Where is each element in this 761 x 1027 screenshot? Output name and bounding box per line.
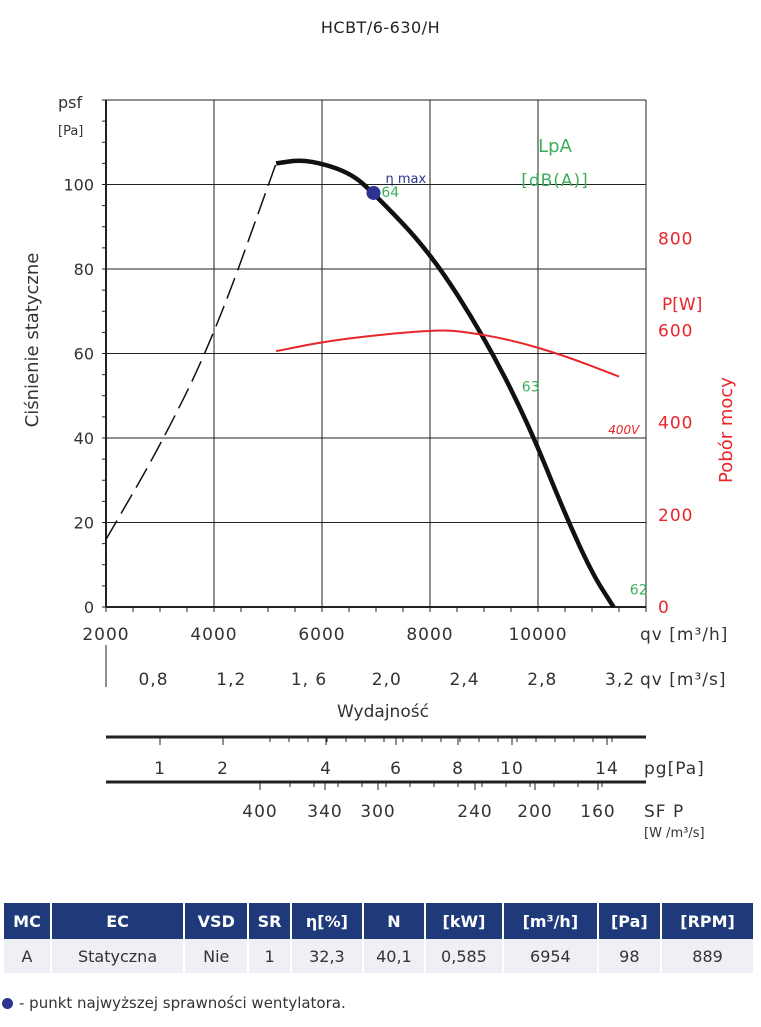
sfp-tick-label: 300: [360, 802, 395, 822]
table-header-3: SR: [248, 903, 292, 939]
pg-tick-label: 6: [390, 759, 402, 779]
pg-tick-label: 14: [595, 759, 619, 779]
x2-tick-label: 2,0: [372, 670, 402, 690]
table-cell-5: 40,1: [363, 939, 426, 973]
table-header-0: MC: [4, 903, 53, 939]
x-tick-label: 10000: [508, 625, 567, 645]
table-cell-8: 98: [597, 939, 663, 973]
table-cell-3: 1: [248, 939, 292, 973]
y-unit-bracket: [Pa]: [58, 124, 83, 139]
table-cell-4: 32,3: [290, 939, 365, 973]
annotation: 63: [522, 380, 540, 396]
x-tick-label: 6000: [298, 625, 345, 645]
pg-label: pg[Pa]: [644, 759, 705, 779]
y2-axis-title: Pobór mocy: [716, 377, 737, 483]
y-axis-title: Ciśnienie statyczne: [22, 253, 43, 428]
x2-tick-label: 3,2: [605, 670, 635, 690]
table-cell-1: Statyczna: [51, 939, 186, 973]
table-cell-7: 6954: [503, 939, 599, 973]
table-header-5: N: [363, 903, 426, 939]
y2-tick-label: 800: [658, 229, 693, 249]
x2-tick-label: 2,8: [527, 670, 557, 690]
max-efficiency-dot-icon: [2, 998, 13, 1009]
legend-note: - punkt najwyższej sprawności wentylator…: [2, 994, 346, 1012]
table-header-4: η[%]: [290, 903, 365, 939]
x-tick-label: 4000: [190, 625, 237, 645]
sfp-unit: [W /m³/s]: [644, 826, 705, 841]
table-body: A Statyczna Nie 1 32,3 40,1 0,585 6954 98 889: [4, 939, 755, 973]
table-cell-9: 889: [661, 939, 755, 973]
table-header-9: [RPM]: [661, 903, 755, 939]
y2-tick-label: 0: [658, 598, 670, 618]
note-text: - punkt najwyższej sprawności wentylator…: [19, 994, 346, 1012]
sfp-tick-label: 200: [517, 802, 552, 822]
table-header-2: VSD: [184, 903, 250, 939]
pg-tick-label: 10: [500, 759, 524, 779]
x2-tick-label: 1, 6: [291, 670, 327, 690]
series-pressure-unstable: [105, 163, 277, 540]
x2-tick-label: 2,4: [450, 670, 480, 690]
sfp-tick-label: 340: [307, 802, 342, 822]
x-axis-title: Wydajność: [337, 702, 429, 722]
y-unit-label: psf: [58, 93, 82, 112]
pg-tick-label: 2: [217, 759, 229, 779]
table-header-6: [kW]: [424, 903, 505, 939]
performance-table: MC EC VSD SR η[%] N [kW] [m³/h] [Pa] [RPM] A Staty…: [4, 903, 755, 973]
y-tick-label: 0: [84, 598, 94, 617]
table-cell-6: 0,585: [424, 939, 505, 973]
table-header-8: [Pa]: [597, 903, 663, 939]
fan-chart: 0 20 40 60 80 100 0 200 400 600 800 2000 4000 6000 800…: [22, 93, 737, 841]
y-tick-label: 60: [74, 345, 94, 364]
x2-unit-label: qv [m³/s]: [640, 670, 726, 690]
pg-tick-label: 8: [452, 759, 464, 779]
table-header-1: EC: [51, 903, 186, 939]
table-row: A Statyczna Nie 1 32,3 40,1 0,585 6954 98 889: [4, 939, 755, 973]
chart-title: HCBT/6-630/H: [320, 18, 441, 37]
y2-tick-label: 200: [658, 506, 693, 526]
table-cell-0: A: [4, 939, 53, 973]
x-tick-label: 8000: [406, 625, 453, 645]
pg-tick-label: 1: [154, 759, 166, 779]
noise-label: LpA: [538, 136, 572, 157]
series-400V: [275, 329, 620, 378]
table-header-row: MC EC VSD SR η[%] N [kW] [m³/h] [Pa] [RPM]: [4, 903, 755, 939]
series-pressure: [275, 158, 616, 609]
annotation: 62: [630, 582, 648, 598]
sfp-tick-label: 160: [580, 802, 615, 822]
sfp-label: SF P: [644, 802, 684, 822]
noise-unit-label: [dB(A)]: [521, 171, 589, 191]
x2-tick-label: 1,2: [216, 670, 246, 690]
y2-unit-label: P[W]: [662, 295, 702, 315]
y2-tick-label: 600: [658, 321, 693, 341]
table-cell-2: Nie: [184, 939, 250, 973]
voltage-label: 400V: [608, 423, 640, 437]
eta-max-label: η max: [386, 172, 427, 187]
max-efficiency-point: [366, 185, 381, 200]
pg-tick-label: 4: [320, 759, 332, 779]
x-tick-label: 2000: [82, 625, 129, 645]
sfp-tick-label: 240: [457, 802, 492, 822]
annotation: 64: [381, 185, 399, 201]
y2-tick-label: 400: [658, 414, 693, 434]
x-unit-label: qv [m³/h]: [640, 625, 728, 645]
sfp-tick-label: 400: [242, 802, 277, 822]
y-tick-label: 80: [74, 260, 94, 279]
y-tick-label: 20: [74, 514, 94, 533]
y-tick-label: 100: [63, 176, 94, 195]
table-header-7: [m³/h]: [503, 903, 599, 939]
y-tick-label: 40: [74, 429, 94, 448]
x2-tick-label: 0,8: [138, 670, 168, 690]
